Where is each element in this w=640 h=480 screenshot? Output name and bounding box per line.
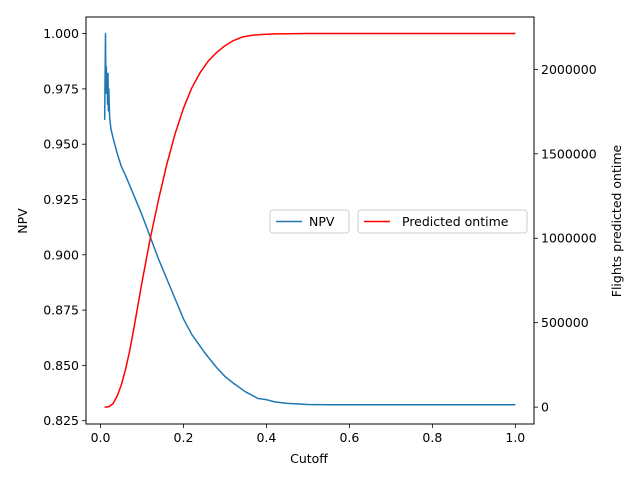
legend-predicted-ontime-box [357,209,528,234]
x-axis-ticks: 0.0 0.2 0.4 0.6 0.8 1.0 [91,424,525,445]
legend-npv-label: NPV [309,214,335,229]
y-right-tick-label: 500000 [541,315,589,330]
series-layer [103,32,516,408]
y-left-tick-label: 0.950 [43,137,79,152]
y-right-tick-label: 2000000 [541,62,597,77]
y-left-axis-ticks: 0.825 0.850 0.875 0.900 0.925 0.950 0.975 1.000 [43,26,86,428]
y-left-axis-label: NPV [15,208,30,234]
legend-predicted-ontime-label: Predicted ontime [402,214,509,229]
y-right-tick-label: 1500000 [541,146,597,161]
y-right-tick-label: 0 [541,400,549,415]
y-left-tick-label: 0.900 [43,247,79,262]
x-tick-label: 0.0 [91,430,111,445]
legend-npv: NPV [269,209,350,234]
legend-predicted-ontime: Predicted ontime [357,209,528,234]
x-tick-label: 0.2 [174,430,194,445]
x-tick-label: 1.0 [505,430,525,445]
y-left-tick-label: 0.875 [43,303,79,318]
x-axis-label: Cutoff [290,451,328,466]
x-tick-label: 0.8 [422,430,442,445]
y-left-tick-label: 1.000 [43,26,79,41]
legend-npv-box [269,209,350,234]
plot-frame [85,16,535,425]
y-left-tick-label: 0.925 [43,192,79,207]
y-left-tick-label: 0.850 [43,358,79,373]
x-tick-label: 0.6 [339,430,359,445]
y-right-axis-label: Flights predicted ontime [609,144,624,297]
series-line-predicted-ontime [104,32,516,408]
x-tick-label: 0.4 [256,430,276,445]
y-right-tick-label: 1000000 [541,231,597,246]
y-left-tick-label: 0.975 [43,81,79,96]
y-left-tick-label: 0.825 [43,413,79,428]
series-line-npv [103,32,516,406]
y-right-axis-ticks: 0 500000 1000000 1500000 2000000 [534,62,597,415]
